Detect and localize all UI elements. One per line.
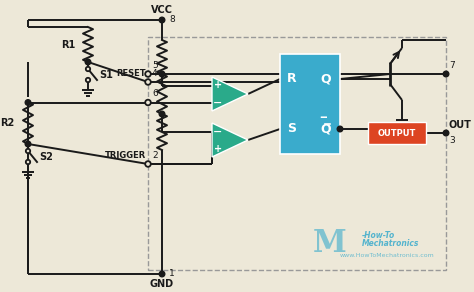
Text: -How-To: -How-To bbox=[362, 231, 395, 240]
Text: R1: R1 bbox=[61, 39, 75, 50]
Text: −: − bbox=[213, 126, 223, 136]
Text: GND: GND bbox=[150, 279, 174, 289]
Circle shape bbox=[86, 67, 90, 71]
Text: 4: 4 bbox=[152, 69, 158, 78]
Text: R: R bbox=[287, 72, 297, 86]
Circle shape bbox=[159, 17, 165, 23]
Circle shape bbox=[145, 71, 151, 77]
Text: 3: 3 bbox=[449, 136, 455, 145]
Text: Q: Q bbox=[321, 123, 331, 135]
Circle shape bbox=[25, 141, 31, 147]
FancyBboxPatch shape bbox=[368, 122, 426, 144]
Text: −: − bbox=[213, 98, 223, 107]
Text: S: S bbox=[288, 123, 297, 135]
Text: 6: 6 bbox=[152, 90, 158, 98]
Circle shape bbox=[443, 71, 449, 77]
Text: 1: 1 bbox=[169, 270, 175, 279]
Text: RESET: RESET bbox=[117, 69, 146, 78]
Polygon shape bbox=[212, 123, 248, 157]
Text: www.HowToMechatronics.com: www.HowToMechatronics.com bbox=[340, 253, 435, 258]
Text: R2: R2 bbox=[0, 118, 14, 128]
Text: Q: Q bbox=[321, 72, 331, 86]
Circle shape bbox=[26, 149, 30, 153]
Circle shape bbox=[443, 130, 449, 136]
Text: S2: S2 bbox=[39, 152, 53, 162]
Text: TRIGGER: TRIGGER bbox=[105, 151, 146, 160]
Text: OUTPUT: OUTPUT bbox=[378, 128, 416, 138]
Polygon shape bbox=[212, 77, 248, 111]
Circle shape bbox=[26, 160, 30, 164]
Circle shape bbox=[145, 100, 151, 105]
Circle shape bbox=[86, 78, 90, 82]
Text: +: + bbox=[214, 143, 222, 154]
Text: 8: 8 bbox=[169, 15, 175, 25]
Circle shape bbox=[85, 59, 91, 65]
Circle shape bbox=[145, 161, 151, 167]
Text: 7: 7 bbox=[449, 61, 455, 70]
Text: +: + bbox=[214, 81, 222, 91]
Text: VCC: VCC bbox=[151, 5, 173, 15]
FancyBboxPatch shape bbox=[280, 54, 340, 154]
Text: OUT: OUT bbox=[449, 120, 472, 130]
Circle shape bbox=[159, 111, 165, 117]
Text: 5: 5 bbox=[152, 61, 158, 70]
Text: M: M bbox=[313, 229, 347, 260]
Text: Mechatronics: Mechatronics bbox=[362, 239, 419, 248]
Circle shape bbox=[25, 100, 31, 105]
Circle shape bbox=[337, 126, 343, 132]
Circle shape bbox=[159, 271, 165, 277]
Circle shape bbox=[145, 79, 151, 85]
Text: 2: 2 bbox=[152, 151, 158, 160]
Text: S1: S1 bbox=[99, 70, 113, 80]
Circle shape bbox=[159, 71, 165, 77]
